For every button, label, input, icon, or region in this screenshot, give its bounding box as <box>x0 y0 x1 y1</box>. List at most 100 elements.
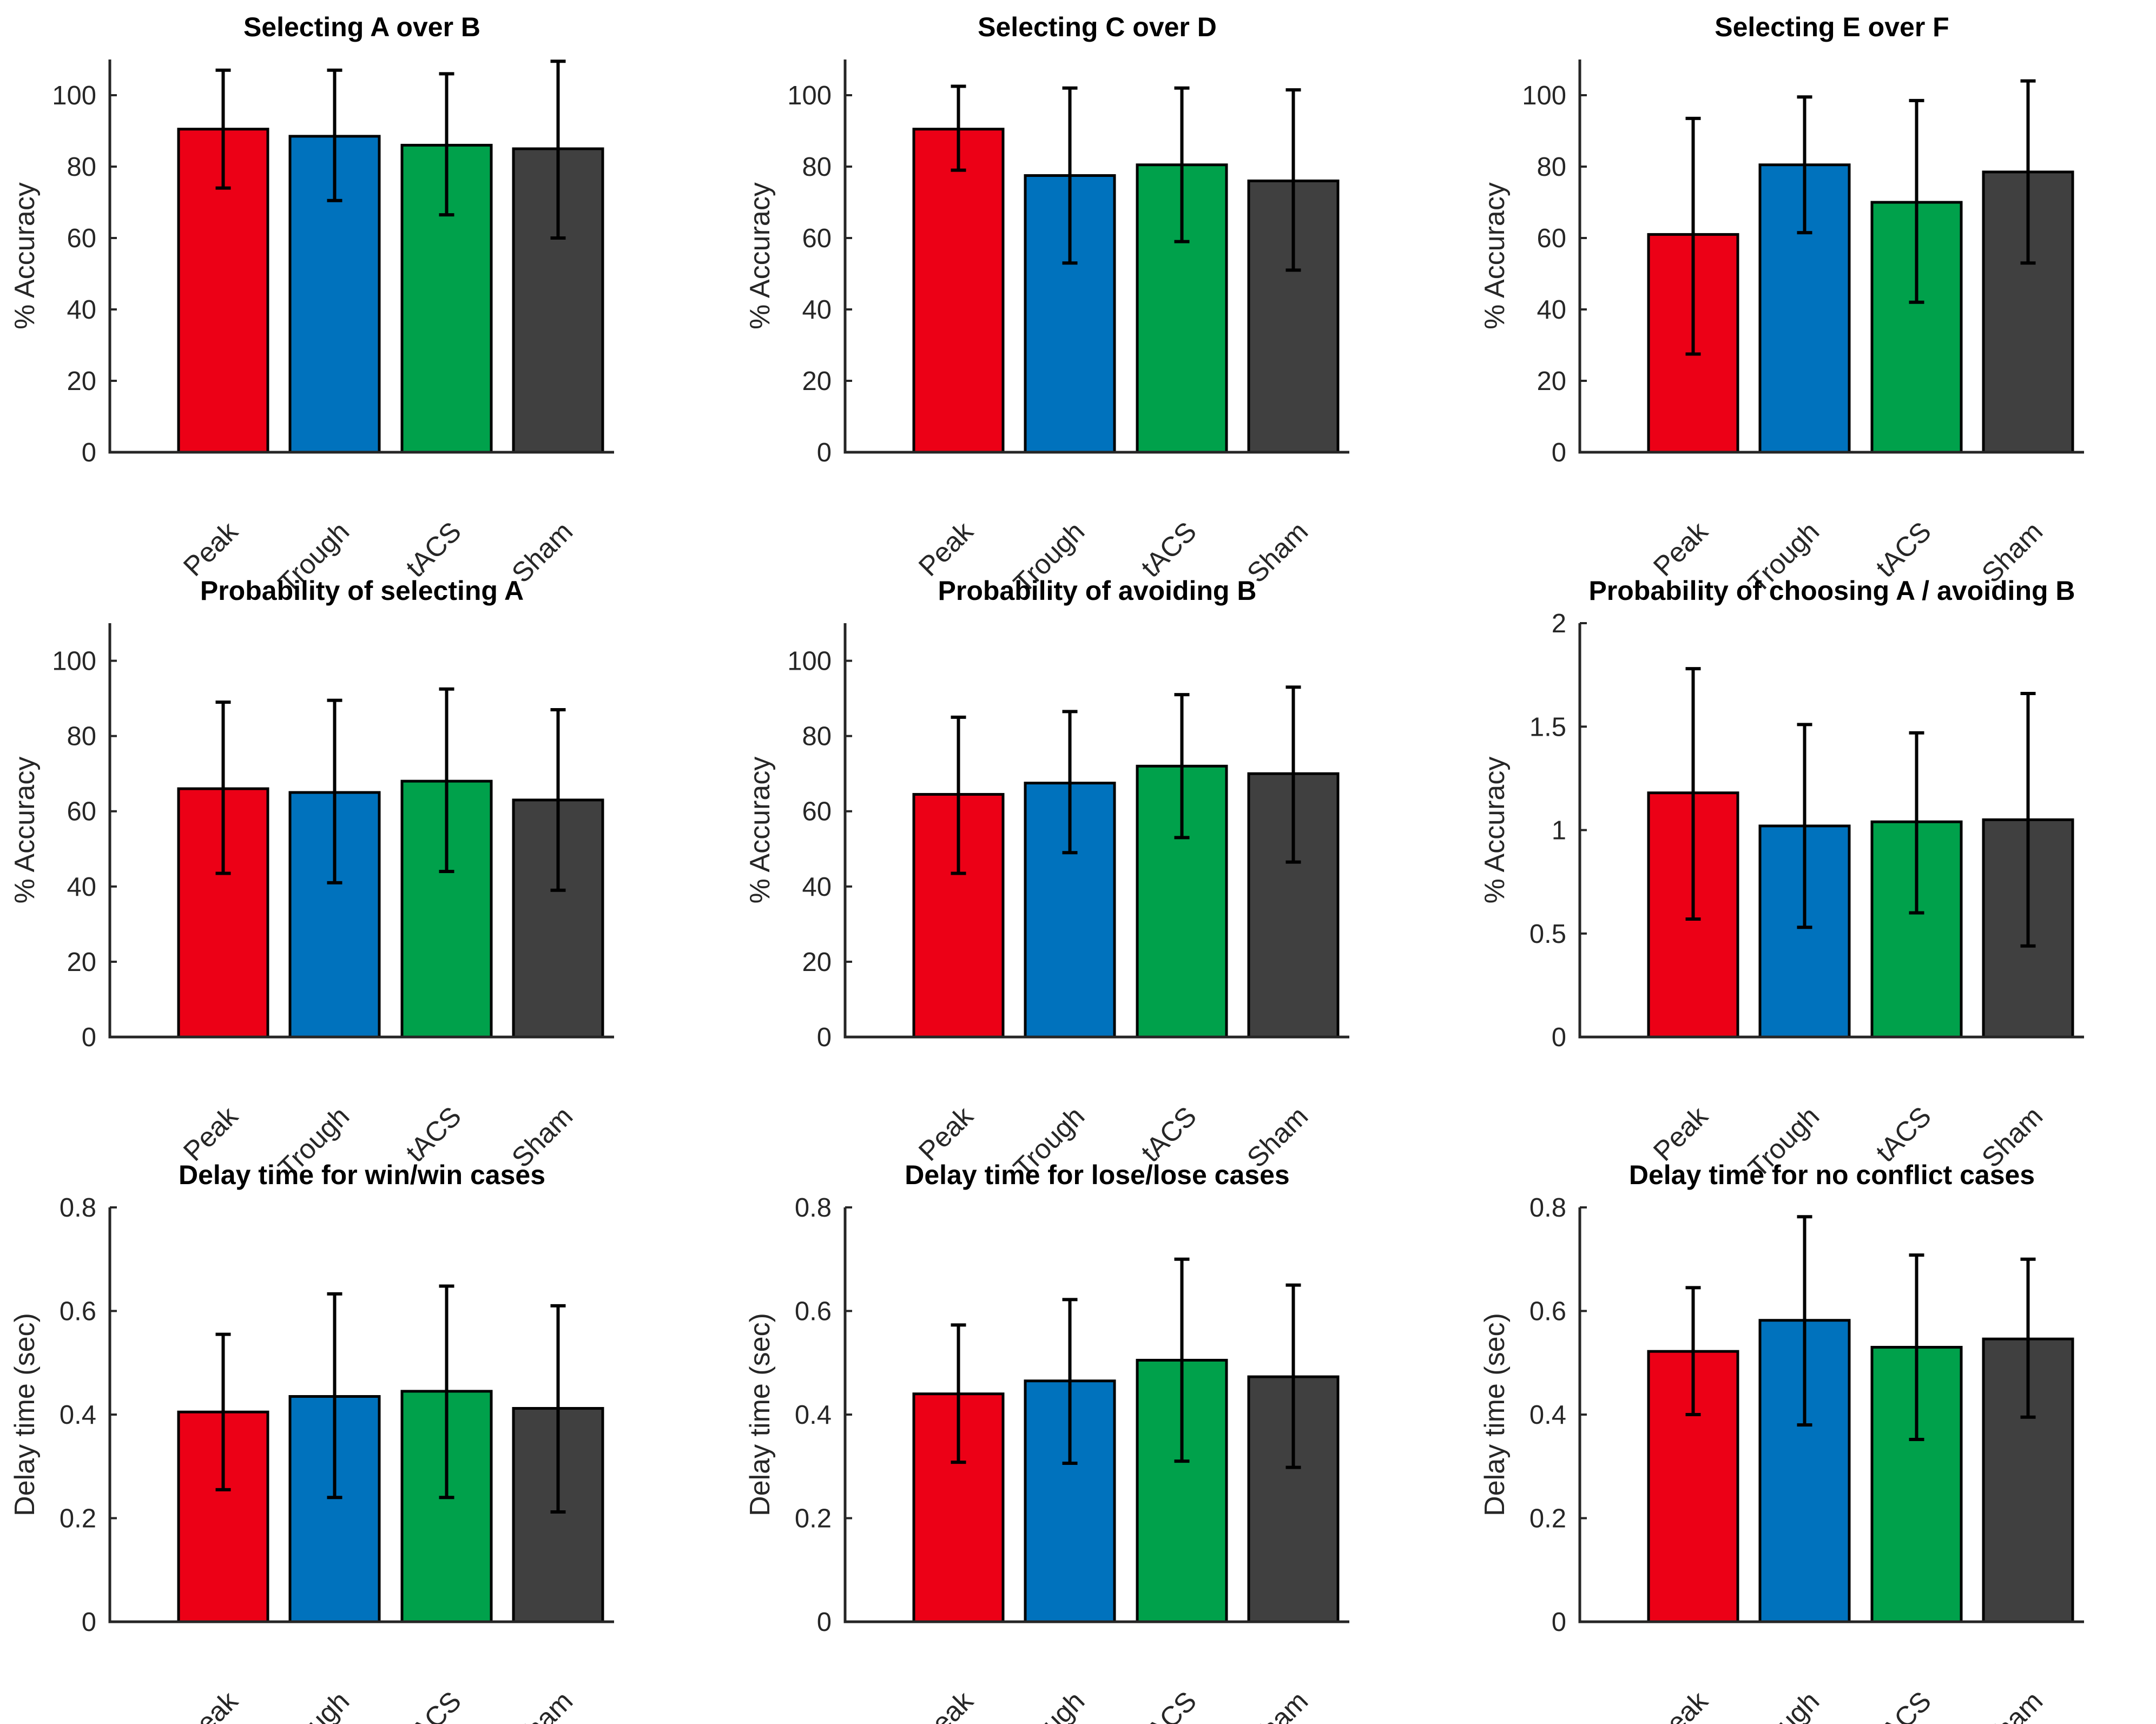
y-tick-label: 60 <box>67 224 96 253</box>
error-bar <box>327 68 342 202</box>
category-label: tACS <box>1135 1685 1202 1724</box>
chart-panel-3: Selecting E over F % Accuracy 0 20 40 60 80 100… <box>1479 12 2084 599</box>
error-bar <box>1797 95 1812 235</box>
y-tick-label: 80 <box>67 722 96 751</box>
y-tick-label: 100 <box>52 81 96 110</box>
chart-panel-5: Probability of avoiding B % Accuracy 0 20 40… <box>744 576 1349 1184</box>
y-tick-label: 40 <box>802 873 832 902</box>
y-tick-label: 1.5 <box>1529 712 1566 742</box>
y-tick-label: 0.8 <box>1529 1193 1566 1223</box>
y-tick-label: 0.6 <box>795 1297 832 1326</box>
error-bar <box>327 698 342 884</box>
y-axis-label: % Accuracy <box>744 757 776 904</box>
y-tick-label: 60 <box>802 224 832 253</box>
y-tick-label: 60 <box>1537 224 1566 253</box>
y-tick-label: 0 <box>82 1608 96 1637</box>
axes <box>843 60 1349 454</box>
y-tick-label: 0 <box>817 438 832 467</box>
y-tick-label: 100 <box>787 647 832 676</box>
y-tick-label: 0.4 <box>1529 1401 1566 1430</box>
chart-panel-2: Selecting C over D % Accuracy 0 20 40 60 80 100… <box>744 12 1349 599</box>
error-bar <box>550 708 566 892</box>
y-axis-label: % Accuracy <box>1479 182 1511 329</box>
bar-tacs <box>400 780 493 1039</box>
error-bar <box>1909 731 1924 915</box>
error-bar <box>951 84 966 172</box>
y-tick-label: 0.8 <box>60 1193 96 1223</box>
chart-title: Delay time for lose/lose cases <box>905 1160 1289 1190</box>
y-axis-label: % Accuracy <box>1479 757 1511 904</box>
y-tick-label: 0.6 <box>1529 1297 1566 1326</box>
axes <box>108 60 614 454</box>
error-bar <box>1174 86 1190 243</box>
y-tick-label: 0.5 <box>1529 920 1566 949</box>
error-bar <box>215 701 231 875</box>
axes <box>108 623 614 1039</box>
y-axis-label: Delay time (sec) <box>1479 1313 1511 1516</box>
category-label: Trough <box>1007 1685 1090 1724</box>
category-label: Peak <box>177 1685 244 1724</box>
chart-title: Selecting A over B <box>243 12 480 42</box>
error-bar <box>951 1323 966 1464</box>
y-axis-label: Delay time (sec) <box>9 1313 41 1516</box>
y-tick-label: 60 <box>67 797 96 827</box>
category-label: Peak <box>1647 516 1714 582</box>
y-tick-label: 0.2 <box>795 1504 832 1534</box>
error-bar <box>1909 1253 1924 1441</box>
y-tick-label: 80 <box>67 153 96 182</box>
y-tick-label: 20 <box>802 948 832 977</box>
chart-title: Selecting C over D <box>978 12 1217 42</box>
category-label: Peak <box>913 516 979 582</box>
y-tick-label: 100 <box>1522 81 1566 110</box>
axes <box>1578 623 2084 1039</box>
error-bar <box>439 72 454 217</box>
error-bar <box>1174 1257 1190 1463</box>
y-axis-label: % Accuracy <box>9 757 41 904</box>
chart-panel-9: Delay time for no conflict cases Delay ti… <box>1479 1160 2084 1724</box>
error-bar <box>2020 692 2036 948</box>
category-label: Peak <box>177 516 244 582</box>
error-bar <box>327 1292 342 1500</box>
category-label: tACS <box>1870 516 1937 583</box>
chart-panel-6: Probability of choosing A / avoiding B % … <box>1479 576 2084 1184</box>
bar-peak <box>912 128 1005 454</box>
category-label: Peak <box>1647 1100 1714 1167</box>
category-label: Peak <box>177 1100 244 1167</box>
y-tick-label: 2 <box>1552 609 1566 638</box>
error-bar <box>1285 1283 1301 1469</box>
y-tick-label: 0.2 <box>1529 1504 1566 1534</box>
category-label: Trough <box>272 1685 355 1724</box>
axes <box>843 1207 1349 1623</box>
y-tick-label: 0 <box>817 1023 832 1052</box>
error-bar <box>1797 723 1812 929</box>
y-tick-label: 0 <box>1552 438 1566 467</box>
error-bar <box>1685 1286 1701 1416</box>
y-tick-label: 20 <box>1537 367 1566 396</box>
chart-title: Delay time for no conflict cases <box>1629 1160 2035 1190</box>
category-label: tACS <box>400 516 467 583</box>
error-bar <box>1797 1215 1812 1427</box>
error-bar <box>1062 86 1078 265</box>
error-bar <box>951 715 966 875</box>
y-tick-label: 40 <box>67 295 96 325</box>
y-tick-label: 40 <box>1537 295 1566 325</box>
category-label: Peak <box>1647 1685 1714 1724</box>
y-tick-label: 1 <box>1552 816 1566 846</box>
y-axis-label: % Accuracy <box>9 182 41 329</box>
y-tick-label: 100 <box>787 81 832 110</box>
error-bar <box>2020 79 2036 265</box>
y-tick-label: 0.2 <box>60 1504 96 1534</box>
y-axis-label: Delay time (sec) <box>744 1313 776 1516</box>
chart-title: Probability of selecting A <box>200 576 524 606</box>
y-axis-label: % Accuracy <box>744 182 776 329</box>
y-tick-label: 100 <box>52 647 96 676</box>
category-label: tACS <box>400 1685 467 1724</box>
error-bar <box>1062 710 1078 855</box>
error-bar <box>1909 98 1924 304</box>
axes <box>108 1207 614 1623</box>
error-bar <box>1174 693 1190 840</box>
category-label: tACS <box>400 1100 467 1167</box>
category-label: tACS <box>1135 1100 1202 1167</box>
error-bar <box>215 68 231 190</box>
